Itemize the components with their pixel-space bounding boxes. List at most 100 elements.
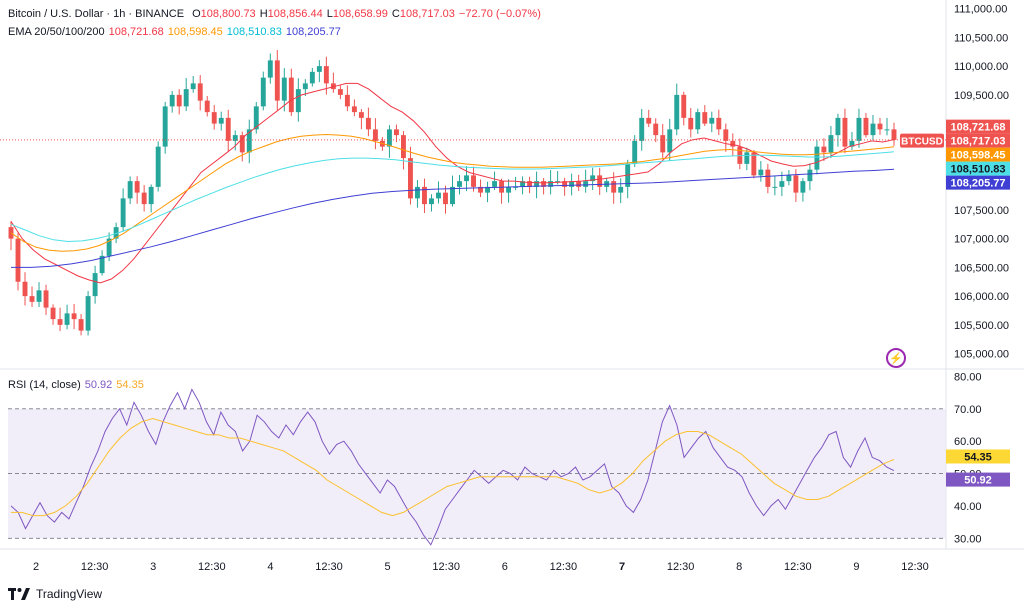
price-tick-label: 107,500.00 <box>954 205 1009 217</box>
candle-body <box>478 186 483 193</box>
tradingview-logo-icon <box>8 588 30 600</box>
candle-body <box>464 175 469 182</box>
time-tick-label: 12:30 <box>315 561 343 573</box>
candle-body <box>365 117 371 130</box>
time-tick-label: 4 <box>267 561 273 573</box>
price-tick-label: 109,500.00 <box>954 90 1009 102</box>
candle-body <box>800 181 806 193</box>
candle-body <box>190 83 196 90</box>
candle-body <box>337 89 343 95</box>
ema100-price-tag: 108,510.83 <box>950 164 1005 176</box>
rsi-ma-price-tag-bg <box>946 449 1010 464</box>
candle-body <box>814 146 820 170</box>
candle-body <box>211 112 217 124</box>
candle-body <box>71 313 77 320</box>
candle-body <box>99 255 105 274</box>
candle-body <box>520 181 526 187</box>
candle-body <box>50 307 56 320</box>
candle-body <box>239 135 245 153</box>
ema20-price-tag-bg <box>946 119 1010 134</box>
candle-body <box>372 129 378 141</box>
time-tick-label: 12:30 <box>784 561 812 573</box>
price-tick-label: 105,500.00 <box>954 320 1009 332</box>
candle-body <box>78 319 84 331</box>
ema20-legend-value: 108,721.68 <box>108 26 164 38</box>
candle-body <box>702 112 708 124</box>
candle-body <box>695 112 701 130</box>
candle-body <box>576 181 582 187</box>
candle-body <box>471 175 476 187</box>
candle-body <box>302 83 308 90</box>
ema50-price-tag: 108,598.45 <box>950 150 1005 162</box>
candle-body <box>15 238 21 282</box>
candle-body <box>436 192 441 199</box>
ema100-line <box>10 151 895 243</box>
tradingview-logo[interactable]: TradingView <box>8 587 102 601</box>
candle-body <box>716 117 722 130</box>
candle-body <box>646 117 652 124</box>
ema50-legend-value: 108,598.45 <box>167 26 223 38</box>
rsi-ma-price-tag: 54.35 <box>964 451 992 463</box>
price-tick-label: 107,000.00 <box>954 234 1009 246</box>
candle-body <box>632 140 638 164</box>
price-change: −72.70 (−0.07%) <box>458 8 541 20</box>
time-tick-label: 6 <box>502 561 508 573</box>
time-tick-label: 12:30 <box>198 561 226 573</box>
candle-body <box>583 181 589 187</box>
flash-icon[interactable]: ⚡ <box>886 348 906 368</box>
ema20-price-tag: 108,721.68 <box>950 122 1005 134</box>
ohlc-open-label: O <box>192 8 201 20</box>
price-tick-label: 106,500.00 <box>954 262 1009 274</box>
candle-body <box>660 135 666 153</box>
price-tick-label: 106,000.00 <box>954 291 1009 303</box>
candle-body <box>492 181 498 187</box>
candle-body <box>807 169 813 182</box>
candle-body <box>162 106 168 147</box>
close-price-tag-bg <box>946 133 1010 148</box>
candle-body <box>120 198 126 228</box>
candle-body <box>36 290 42 302</box>
candle-body <box>64 313 70 325</box>
candle-body <box>485 186 490 193</box>
candle-body <box>891 129 897 140</box>
candle-body <box>400 135 406 159</box>
candle-body <box>821 146 827 153</box>
candle-body <box>351 106 357 113</box>
candle-body <box>29 296 35 302</box>
candle-body <box>127 181 133 199</box>
time-tick-label: 12:30 <box>550 561 578 573</box>
candle-body <box>183 89 189 107</box>
ema200-legend-value: 108,205.77 <box>285 26 341 38</box>
ema200-price-tag-bg <box>946 175 1010 190</box>
ema50-line <box>10 133 895 252</box>
candle-body <box>85 296 91 331</box>
time-tick-label: 2 <box>33 561 39 573</box>
candle-body <box>288 77 294 113</box>
ema100-legend-value: 108,510.83 <box>226 26 282 38</box>
candle-body <box>555 181 561 183</box>
rsi-price-tag-bg <box>946 472 1010 487</box>
ema-legend: EMA 20/50/100/200 108,721.68 108,598.45 … <box>8 25 341 39</box>
candle-body <box>856 117 862 141</box>
candle-body <box>751 152 757 176</box>
ema200-price-tag: 108,205.77 <box>950 178 1005 190</box>
candle-body <box>253 106 259 130</box>
candle-body <box>295 89 301 113</box>
candle-body <box>148 186 154 205</box>
candle-body <box>541 181 547 187</box>
candle-body <box>323 66 329 84</box>
ohlc-high-label: H <box>259 8 268 20</box>
candle-body <box>765 169 771 187</box>
candle-body <box>534 181 540 187</box>
candle-body <box>92 273 98 297</box>
ohlc-open-value: 108,800.73 <box>200 8 256 20</box>
time-tick-label: 12:30 <box>81 561 109 573</box>
rsi-tick-label: 60.00 <box>954 436 982 448</box>
candle-body <box>218 117 224 124</box>
candle-body <box>225 117 231 141</box>
rsi-legend-value: 50.92 <box>84 379 113 391</box>
candle-body <box>548 181 554 187</box>
candle-body <box>457 181 462 187</box>
ema200-line <box>11 168 895 268</box>
